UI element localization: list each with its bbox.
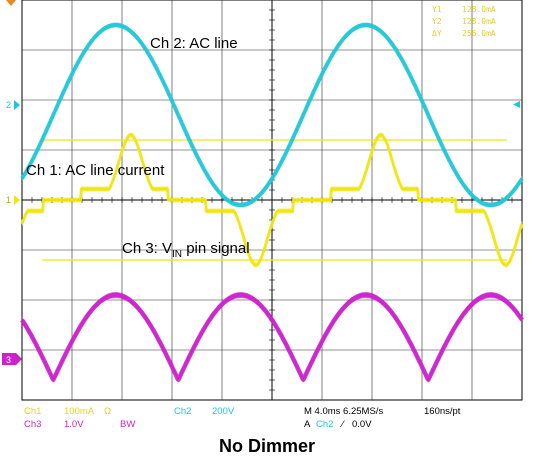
- trigger-source: Ch2: [316, 419, 333, 430]
- ch1-marker-label: 1: [6, 195, 11, 205]
- trigger-level: 0.0V: [352, 419, 372, 430]
- trigger-marker-icon: [6, 0, 16, 6]
- measure-delta-value: 256.0mA: [462, 29, 496, 38]
- cursor-lines: [42, 139, 507, 261]
- figure-caption: No Dimmer: [219, 436, 315, 456]
- annotation-ch3-prefix: Ch 3: V: [122, 240, 172, 257]
- annotation-ch3-subscript: IN: [172, 249, 182, 260]
- ch3-marker: 3: [2, 353, 22, 365]
- measure-y1-label: Y1: [432, 5, 442, 14]
- ch1-unit: Ω: [104, 406, 111, 417]
- status-bar: Ch1 100mA Ω Ch2 200V Ch3 1.0V BW M 4.0ms…: [24, 406, 461, 430]
- ch2-name: Ch2: [174, 406, 191, 417]
- waveform-traces: [20, 22, 524, 383]
- ch1-marker: 1: [6, 195, 20, 205]
- timebase-readout: M 4.0ms 6.25MS/s: [304, 406, 383, 417]
- measure-y2-value: 128.0mA: [462, 17, 496, 26]
- ch3-name: Ch3: [24, 419, 41, 430]
- record-readout: 160ns/pt: [424, 406, 461, 417]
- bandwidth-limit: BW: [120, 419, 135, 430]
- ch2-marker: 2: [6, 100, 20, 110]
- ch2-ac-line-trace-noise: [21, 22, 523, 208]
- measure-y1-value: 128.0mA: [462, 5, 496, 14]
- annotation-ch3: Ch 3: VIN pin signal: [122, 240, 250, 260]
- annotation-ch1: Ch 1: AC line current: [26, 162, 165, 179]
- annotation-ch3-suffix: pin signal: [182, 240, 250, 257]
- ch1-name: Ch1: [24, 406, 41, 417]
- annotation-ch2: Ch 2: AC line: [150, 35, 238, 52]
- measure-delta-label: ΔY: [432, 29, 442, 38]
- ch3-marker-label: 3: [6, 355, 11, 365]
- ch3-vin-trace-noise: [21, 291, 523, 383]
- ch2-scale: 200V: [212, 406, 235, 417]
- ch1-line-current-trace-noise: [21, 132, 523, 268]
- cursor-readout: Y1 128.0mA Y2 128.0mA ΔY 256.0mA: [432, 5, 496, 38]
- trigger-slope-icon: ∕: [340, 419, 345, 430]
- ch2-marker-label: 2: [6, 100, 11, 110]
- measure-y2-label: Y2: [432, 17, 442, 26]
- ch2-offscreen-arrow-icon: [513, 101, 520, 108]
- trigger-prefix: A: [304, 419, 311, 430]
- ch1-scale: 100mA: [64, 406, 95, 417]
- ch3-scale: 1.0V: [64, 419, 84, 430]
